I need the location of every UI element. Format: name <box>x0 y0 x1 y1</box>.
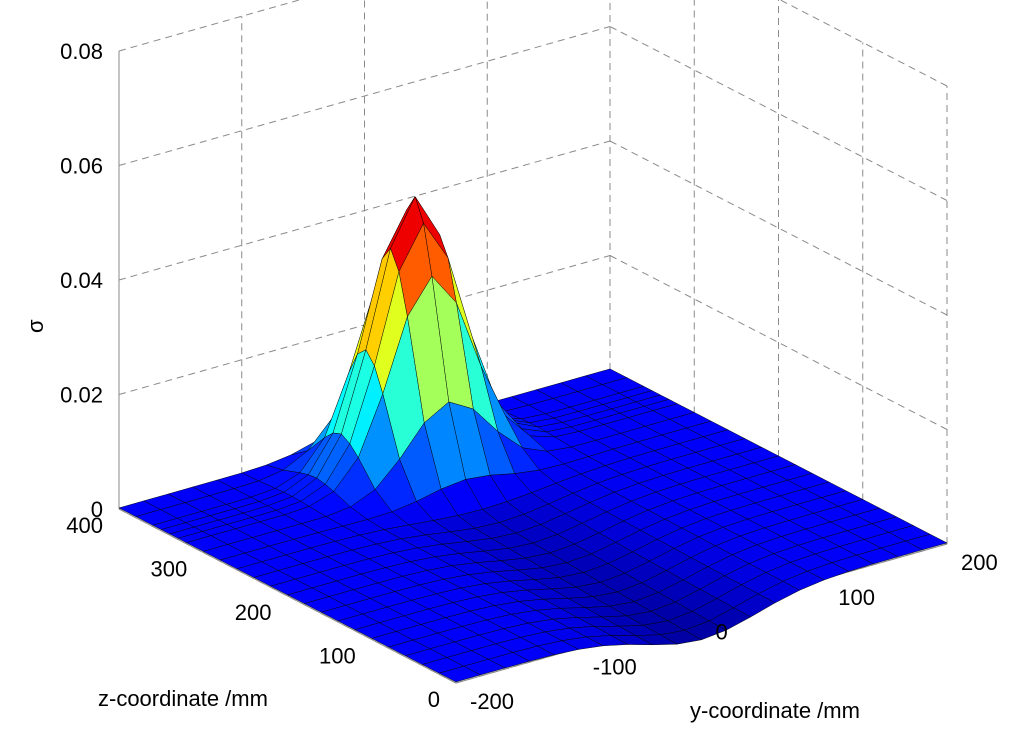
sigma-tick-label: 0 <box>91 497 103 522</box>
z-tick-label: 0 <box>428 687 440 712</box>
side-wall-grid-line <box>609 140 948 316</box>
z-tick-label: 300 <box>151 557 188 582</box>
z-tick-label: 200 <box>235 600 272 625</box>
tick-labels: 0 0.02 0.04 0.06 0.08 0 100 200 300 400 -200 -100 0 1… <box>60 39 998 714</box>
y-tick-label: -100 <box>593 654 637 679</box>
side-wall-grid-line <box>609 26 948 201</box>
side-wall-grid-line <box>609 255 948 430</box>
y-tick-label: 200 <box>961 550 998 575</box>
z-tick-label: 100 <box>319 644 356 669</box>
back-wall-grid-line <box>118 0 301 52</box>
back-wall-grid-line <box>118 140 611 281</box>
side-wall-grid-line <box>779 0 948 87</box>
z-axis-line <box>118 508 457 684</box>
sigma-tick-label: 0.04 <box>60 268 103 293</box>
y-axis-label: y-coordinate /mm <box>690 698 860 723</box>
surface-facet <box>438 665 481 683</box>
y-tick-label: 100 <box>838 585 875 610</box>
z-tick-label: 400 <box>66 513 103 538</box>
sigma-axis-label: σ <box>23 319 48 333</box>
sigma-tick-label: 0.02 <box>60 383 103 408</box>
y-tick-label: 0 <box>716 620 728 645</box>
back-wall-grid-line <box>118 26 611 166</box>
surface-mesh <box>118 196 948 683</box>
sigma-tick-label: 0.08 <box>60 39 103 64</box>
z-axis-label: z-coordinate /mm <box>98 686 268 711</box>
sigma-tick-label: 0.06 <box>60 154 103 179</box>
y-tick-label: -200 <box>470 689 514 714</box>
